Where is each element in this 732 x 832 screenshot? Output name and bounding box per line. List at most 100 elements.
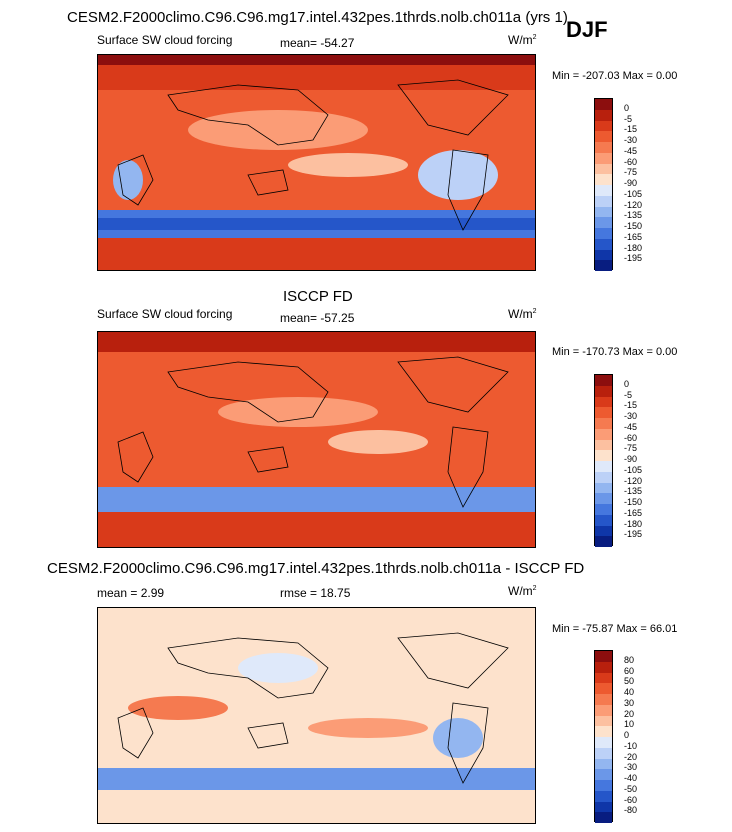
colorbar-tick-label: -120 bbox=[624, 199, 643, 210]
panel3-minmax: Min = -75.87 Max = 66.01 bbox=[552, 623, 678, 635]
colorbar-swatch bbox=[595, 694, 612, 705]
colorbar-swatch bbox=[595, 228, 612, 239]
colorbar-tick-label: -80 bbox=[624, 805, 638, 816]
colorbar-swatch bbox=[595, 726, 612, 737]
colorbar-tick-label: -150 bbox=[624, 497, 643, 507]
panel2-colorbar bbox=[594, 374, 613, 547]
colorbar-tick-label: -60 bbox=[624, 156, 638, 167]
colorbar-tick-label: -75 bbox=[624, 167, 638, 178]
colorbar-tick-label: -135 bbox=[624, 486, 643, 497]
colorbar-tick-label: 10 bbox=[624, 719, 635, 730]
colorbar-tick-label: 80 bbox=[624, 654, 635, 665]
colorbar-tick-label: 20 bbox=[624, 708, 635, 719]
colorbar-swatch bbox=[595, 152, 612, 164]
colorbar-swatch bbox=[595, 536, 612, 547]
colorbar-swatch bbox=[595, 790, 612, 802]
colorbar-swatch bbox=[595, 249, 612, 261]
colorbar-swatch bbox=[595, 747, 612, 759]
colorbar-swatch bbox=[595, 185, 612, 196]
colorbar-tick-label: -180 bbox=[624, 518, 643, 529]
panel3-units: W/m2 bbox=[508, 584, 537, 598]
colorbar-tick-label: -60 bbox=[624, 432, 638, 443]
colorbar-swatch bbox=[595, 109, 612, 121]
colorbar-tick-label: -165 bbox=[624, 507, 643, 518]
colorbar-swatch bbox=[595, 99, 612, 110]
colorbar-tick-label: -30 bbox=[624, 411, 638, 421]
colorbar-swatch bbox=[595, 385, 612, 397]
colorbar-tick-label: -15 bbox=[624, 124, 638, 135]
colorbar-tick-label: 0 bbox=[624, 102, 630, 113]
colorbar-tick-label: -45 bbox=[624, 421, 638, 432]
panel2-units: W/m2 bbox=[508, 307, 537, 321]
panel1-field-label: Surface SW cloud forcing bbox=[97, 33, 233, 47]
colorbar-tick-label: -195 bbox=[624, 253, 643, 264]
colorbar-tick-label: 40 bbox=[624, 687, 635, 697]
colorbar-swatch bbox=[595, 396, 612, 408]
colorbar-tick-label: 60 bbox=[624, 665, 635, 676]
colorbar-tick-label: -5 bbox=[624, 113, 633, 124]
panel2-title: ISCCP FD bbox=[283, 288, 353, 305]
colorbar-swatch bbox=[595, 195, 612, 207]
colorbar-tick-label: 50 bbox=[624, 676, 635, 687]
colorbar-swatch bbox=[595, 769, 612, 780]
panel1-title: CESM2.F2000climo.C96.C96.mg17.intel.432p… bbox=[67, 9, 568, 26]
panel1-colorbar bbox=[594, 98, 613, 271]
panel3-map bbox=[97, 607, 536, 824]
colorbar-swatch bbox=[595, 428, 612, 440]
colorbar-tick-label: -105 bbox=[624, 464, 643, 475]
colorbar-swatch bbox=[595, 651, 612, 662]
colorbar-swatch bbox=[595, 217, 612, 228]
colorbar-swatch bbox=[595, 163, 612, 175]
colorbar-tick-label: 30 bbox=[624, 697, 635, 708]
colorbar-tick-label: -10 bbox=[624, 740, 638, 751]
panel1-map bbox=[97, 54, 536, 271]
panel2-minmax: Min = -170.73 Max = 0.00 bbox=[552, 346, 678, 358]
colorbar-tick-label: 0 bbox=[624, 378, 630, 389]
colorbar-swatch bbox=[595, 375, 612, 386]
panel3-rmse: rmse = 18.75 bbox=[280, 586, 351, 600]
colorbar-swatch bbox=[595, 131, 612, 142]
colorbar-swatch bbox=[595, 418, 612, 429]
colorbar-swatch bbox=[595, 461, 612, 472]
colorbar-tick-label: -105 bbox=[624, 188, 643, 199]
colorbar-tick-label: -30 bbox=[624, 762, 638, 773]
colorbar-tick-label: -5 bbox=[624, 389, 633, 400]
colorbar-swatch bbox=[595, 715, 612, 727]
colorbar-tick-label: -180 bbox=[624, 242, 643, 253]
colorbar-tick-label: -195 bbox=[624, 529, 643, 540]
colorbar-swatch bbox=[595, 174, 612, 185]
colorbar-swatch bbox=[595, 450, 612, 461]
colorbar-swatch bbox=[595, 683, 612, 694]
colorbar-swatch bbox=[595, 504, 612, 515]
colorbar-swatch bbox=[595, 704, 612, 716]
colorbar-swatch bbox=[595, 525, 612, 537]
panel2-mean: mean= -57.25 bbox=[280, 311, 355, 325]
colorbar-swatch bbox=[595, 672, 612, 684]
colorbar-tick-label: -30 bbox=[624, 135, 638, 145]
colorbar-tick-label: -50 bbox=[624, 783, 638, 794]
colorbar-swatch bbox=[595, 812, 612, 823]
colorbar-tick-label: 0 bbox=[624, 730, 630, 740]
colorbar-tick-label: -60 bbox=[624, 794, 638, 805]
colorbar-swatch bbox=[595, 780, 612, 791]
colorbar-swatch bbox=[595, 142, 612, 153]
colorbar-tick-label: -135 bbox=[624, 210, 643, 221]
colorbar-swatch bbox=[595, 661, 612, 673]
colorbar-tick-label: -90 bbox=[624, 178, 638, 188]
panel1-minmax: Min = -207.03 Max = 0.00 bbox=[552, 70, 678, 82]
panel2-map bbox=[97, 331, 536, 548]
colorbar-swatch bbox=[595, 737, 612, 748]
colorbar-tick-label: -120 bbox=[624, 475, 643, 486]
colorbar-swatch bbox=[595, 260, 612, 271]
colorbar-swatch bbox=[595, 407, 612, 418]
colorbar-swatch bbox=[595, 439, 612, 451]
colorbar-tick-label: -150 bbox=[624, 221, 643, 231]
panel1-mean: mean= -54.27 bbox=[280, 36, 355, 50]
panel1-units: W/m2 bbox=[508, 33, 537, 47]
panel3-mean: mean = 2.99 bbox=[97, 586, 165, 600]
colorbar-swatch bbox=[595, 801, 612, 813]
colorbar-swatch bbox=[595, 514, 612, 526]
panel3-title: CESM2.F2000climo.C96.C96.mg17.intel.432p… bbox=[47, 560, 585, 577]
colorbar-swatch bbox=[595, 471, 612, 483]
colorbar-swatch bbox=[595, 238, 612, 250]
